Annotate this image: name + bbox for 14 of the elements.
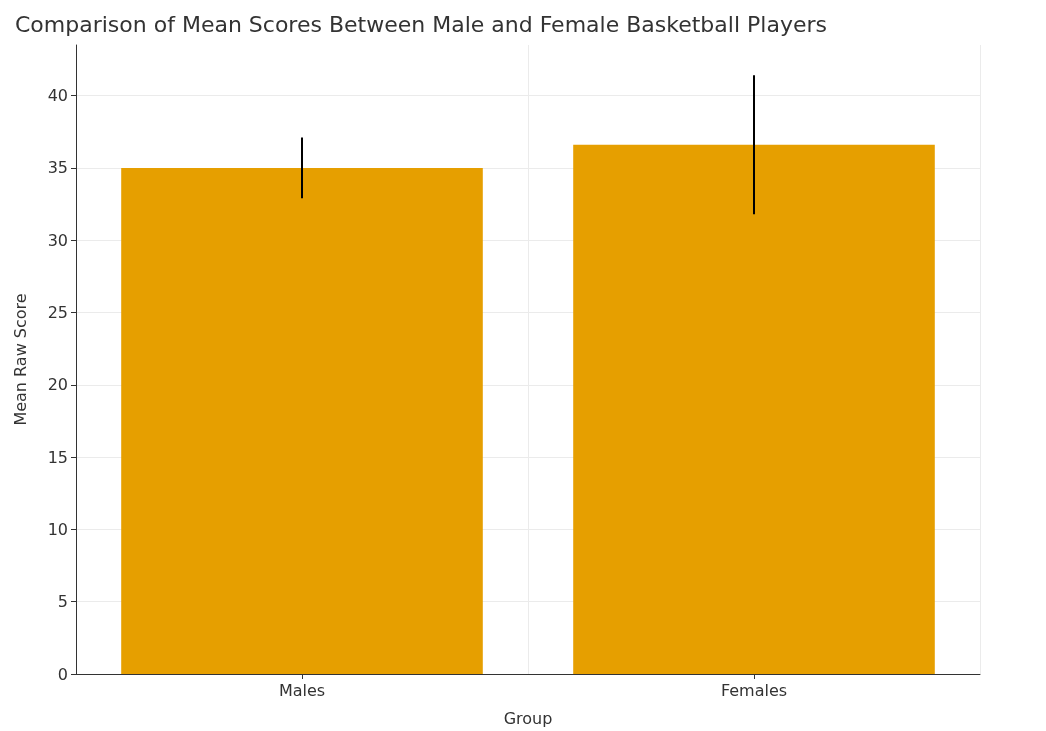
y-tick-label: 40 [47, 86, 68, 106]
y-axis-title: Mean Raw Score [10, 293, 30, 426]
y-tick-label: 35 [47, 158, 68, 178]
y-tick-label: 30 [47, 230, 68, 250]
chart-title: Comparison of Mean Scores Between Male and Female Basketball Players [15, 11, 827, 37]
x-axis-title: Group [503, 708, 553, 728]
y-tick-label: 5 [57, 592, 68, 612]
y-tick-label: 20 [47, 375, 68, 395]
y-tick-label: 15 [47, 447, 68, 467]
y-tick-label: 25 [47, 303, 68, 323]
x-tick-label: Males [278, 680, 326, 700]
x-tick-label: Females [720, 680, 788, 700]
y-tick-label: 0 [57, 664, 68, 684]
y-tick-label: 10 [47, 519, 68, 539]
